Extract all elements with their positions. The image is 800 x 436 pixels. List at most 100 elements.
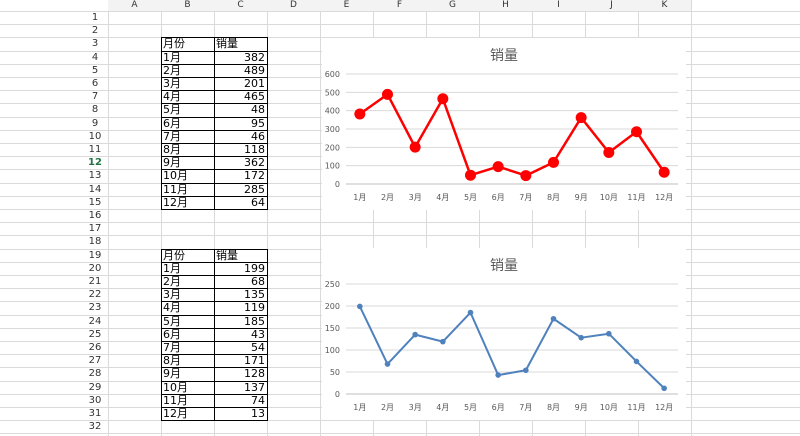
- row-header-21[interactable]: 21: [88, 276, 102, 287]
- row-header-10[interactable]: 10: [88, 130, 102, 142]
- table2-sales-cell[interactable]: 199: [244, 261, 265, 275]
- table2-sales-cell[interactable]: 68: [251, 275, 265, 288]
- table2-sales-cell[interactable]: 74: [251, 393, 265, 407]
- table1-sales-cell[interactable]: 201: [244, 77, 265, 90]
- row-header-7[interactable]: 7: [91, 91, 99, 103]
- column-header-j[interactable]: J: [585, 0, 638, 11]
- column-header-g[interactable]: G: [426, 0, 479, 11]
- row-header-29[interactable]: 29: [88, 381, 102, 393]
- row-header-13[interactable]: 13: [88, 170, 102, 182]
- column-header-h[interactable]: H: [479, 0, 532, 11]
- table1-month-cell[interactable]: 7月: [163, 129, 181, 143]
- row-header-24[interactable]: 24: [88, 315, 102, 327]
- table2-header-month[interactable]: 月份: [163, 248, 185, 262]
- row-header-25[interactable]: 25: [88, 328, 102, 340]
- table1-month-cell[interactable]: 11月: [163, 182, 188, 196]
- table2-month-cell[interactable]: 5月: [163, 314, 181, 328]
- table2-sales-cell[interactable]: 13: [251, 407, 265, 420]
- table2-month-cell[interactable]: 4月: [163, 301, 181, 315]
- row-header-22[interactable]: 22: [88, 289, 102, 301]
- table1-sales-cell[interactable]: 64: [251, 195, 265, 209]
- table1-sales-cell[interactable]: 46: [251, 129, 265, 143]
- row-header-1[interactable]: 1: [91, 12, 99, 23]
- row-header-28[interactable]: 28: [88, 368, 102, 380]
- row-header-11[interactable]: 11: [88, 144, 102, 155]
- row-header-31[interactable]: 31: [88, 408, 102, 419]
- table1-month-cell[interactable]: 12月: [163, 195, 188, 209]
- row-header-5[interactable]: 5: [91, 64, 99, 76]
- row-header-3[interactable]: 3: [91, 38, 99, 50]
- table2-sales-cell[interactable]: 137: [244, 380, 265, 394]
- line-chart-2[interactable]: 销量 0 50 100 150 200 250 1月 2月 3月 4月 5月 6月 7月 8月 9月 10月 11…: [322, 248, 686, 420]
- table1-sales-cell[interactable]: 382: [244, 50, 265, 64]
- row-header-14[interactable]: 14: [88, 183, 102, 195]
- column-header-c[interactable]: C: [214, 0, 267, 11]
- row-header-8[interactable]: 8: [91, 104, 99, 116]
- table1-sales-cell[interactable]: 118: [244, 143, 265, 156]
- row-header-20[interactable]: 20: [88, 262, 102, 274]
- table1-header-month[interactable]: 月份: [163, 37, 185, 51]
- chart1-data-point: [603, 146, 615, 158]
- table1-month-cell[interactable]: 3月: [163, 77, 181, 90]
- row-header-30[interactable]: 30: [88, 394, 102, 406]
- table2-sales-cell[interactable]: 135: [244, 288, 265, 302]
- table1-month-cell[interactable]: 2月: [163, 63, 181, 77]
- column-header-k[interactable]: K: [638, 0, 691, 11]
- row-header-16[interactable]: 16: [88, 210, 102, 221]
- table1-sales-cell[interactable]: 285: [244, 182, 265, 196]
- table2-month-cell[interactable]: 3月: [163, 288, 181, 302]
- row-header-27[interactable]: 27: [88, 355, 102, 367]
- table2-sales-cell[interactable]: 171: [244, 354, 265, 368]
- table1-header-sales[interactable]: 销量: [216, 37, 238, 51]
- table2-sales-cell[interactable]: 128: [244, 367, 265, 381]
- table1-month-cell[interactable]: 1月: [163, 50, 181, 64]
- row-header-32[interactable]: 32: [88, 421, 102, 433]
- table1-sales-cell[interactable]: 95: [251, 116, 265, 130]
- column-header-i[interactable]: I: [532, 0, 585, 11]
- row-header-2[interactable]: 2: [91, 25, 99, 37]
- table2-month-cell[interactable]: 12月: [163, 407, 188, 420]
- column-header-d[interactable]: D: [267, 0, 320, 11]
- table2-sales-cell[interactable]: 185: [244, 314, 265, 328]
- table1-month-cell[interactable]: 5月: [163, 103, 181, 117]
- column-header-a[interactable]: A: [108, 0, 161, 11]
- table1-sales-cell[interactable]: 489: [244, 63, 265, 77]
- row-header-15[interactable]: 15: [88, 196, 102, 208]
- table2-month-cell[interactable]: 6月: [163, 327, 181, 341]
- table1-sales-cell[interactable]: 172: [244, 169, 265, 183]
- row-header-23[interactable]: 23: [88, 302, 102, 314]
- table1-sales-cell[interactable]: 362: [244, 156, 265, 170]
- table2-month-cell[interactable]: 1月: [163, 261, 181, 275]
- table1-sales-cell[interactable]: 465: [244, 90, 265, 104]
- table1-month-cell[interactable]: 9月: [163, 156, 181, 170]
- row-header-12[interactable]: 12: [88, 157, 102, 169]
- row-header-4[interactable]: 4: [91, 51, 99, 63]
- row-header-6[interactable]: 6: [91, 78, 99, 89]
- table1-month-cell[interactable]: 6月: [163, 116, 181, 130]
- table1-month-cell[interactable]: 10月: [163, 169, 188, 183]
- column-header-e[interactable]: E: [320, 0, 373, 11]
- table2-month-cell[interactable]: 8月: [163, 354, 181, 368]
- table2-header-sales[interactable]: 销量: [216, 248, 238, 262]
- table1-month-cell[interactable]: 8月: [163, 143, 181, 156]
- table1-month-cell[interactable]: 4月: [163, 90, 181, 104]
- table2-month-cell[interactable]: 2月: [163, 275, 181, 288]
- table2-sales-cell[interactable]: 43: [251, 327, 265, 341]
- table1-sales-cell[interactable]: 48: [251, 103, 265, 117]
- gridline-horizontal: [0, 420, 800, 422]
- table2-month-cell[interactable]: 10月: [163, 380, 188, 394]
- row-header-19[interactable]: 19: [88, 249, 102, 261]
- row-header-26[interactable]: 26: [88, 342, 102, 353]
- table2-month-cell[interactable]: 9月: [163, 367, 181, 381]
- line-chart-1[interactable]: 销量 0 100 200 300 400 500 600 1月 2月 3月 4月 5月 6月 7月 8月 9月 1…: [322, 38, 686, 210]
- column-header-f[interactable]: F: [373, 0, 426, 11]
- table2-month-cell[interactable]: 11月: [163, 393, 188, 407]
- table2-sales-cell[interactable]: 54: [251, 341, 265, 354]
- table2-sales-cell[interactable]: 119: [244, 301, 265, 315]
- column-header-b[interactable]: B: [161, 0, 214, 11]
- table2-month-cell[interactable]: 7月: [163, 341, 181, 354]
- row-header-18[interactable]: 18: [88, 236, 102, 248]
- row-header-9[interactable]: 9: [91, 117, 99, 129]
- row-header-17[interactable]: 17: [88, 223, 102, 235]
